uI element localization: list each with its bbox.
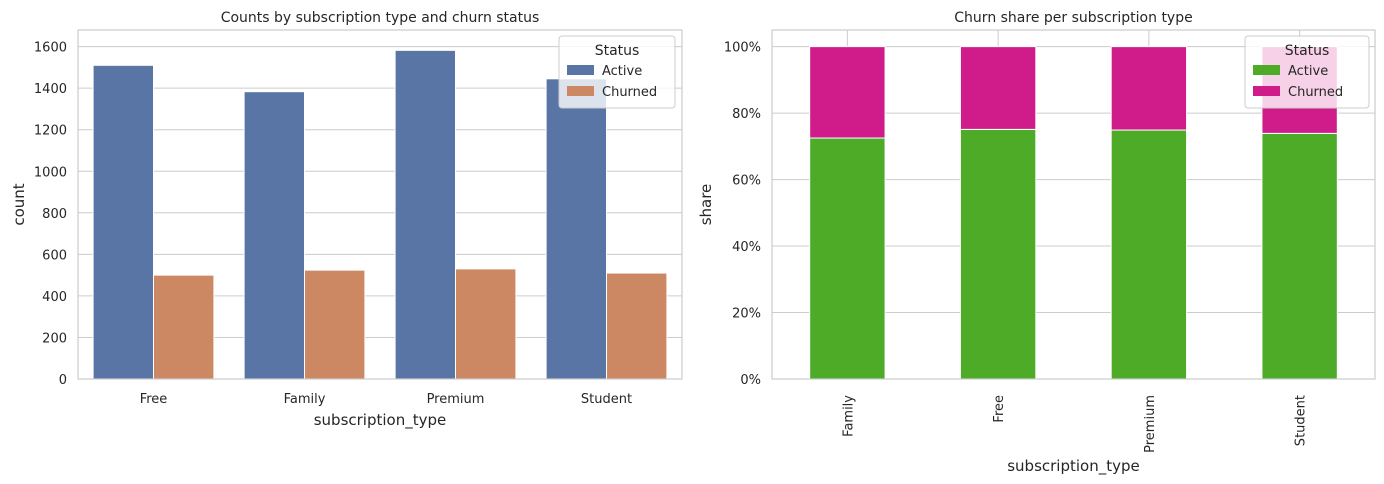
- bar-premium-churned: [1110, 46, 1188, 131]
- y-tick-labels: 0 200 400 600 800 1000 1200 1400 1600: [34, 41, 67, 388]
- bar-student-active: [545, 78, 607, 380]
- bar-student-active: [1261, 132, 1338, 380]
- bar-family-churned: [809, 46, 886, 139]
- bar-free-churned: [153, 274, 215, 380]
- y-tick-label: 600: [42, 248, 67, 263]
- y-tick-label: 20%: [732, 307, 761, 322]
- x-tick-label: Free: [140, 392, 168, 407]
- x-tick-label: Free: [992, 395, 1007, 423]
- y-tick-label: 100%: [724, 41, 761, 56]
- y-axis-label: count: [10, 183, 28, 225]
- bar-premium-churned: [455, 268, 517, 380]
- chart-title: Counts by subscription type and churn st…: [221, 10, 540, 26]
- bar-premium-active: [394, 49, 457, 380]
- legend-swatch-active: [567, 65, 594, 75]
- y-tick-label: 1200: [34, 124, 67, 139]
- legend-label-churned: Churned: [1288, 85, 1343, 100]
- x-tick-label: Premium: [1143, 395, 1158, 453]
- legend-swatch-active: [1253, 65, 1280, 75]
- bar-free-churned: [959, 46, 1037, 130]
- x-tick-label: Family: [841, 395, 856, 437]
- x-tick-label: Student: [1294, 395, 1309, 446]
- legend-label-active: Active: [602, 64, 642, 79]
- legend-swatch-churned: [567, 86, 594, 96]
- x-tick-label: Family: [284, 392, 326, 407]
- y-axis-label: share: [697, 184, 715, 226]
- chart-churn-share: 0% 20% 40% 60% 80% 100% Family Free Premium Stud…: [697, 10, 1376, 476]
- chart-counts-by-subscription: 0 200 400 600 800 1000 1200 1400 1600 Free Family…: [10, 10, 683, 430]
- axes-frame: [77, 29, 683, 380]
- x-axis-label: subscription_type: [1007, 457, 1140, 476]
- y-tick-label: 800: [42, 207, 67, 222]
- bars: [92, 49, 668, 380]
- x-tick-labels: Free Family Premium Student: [140, 392, 632, 407]
- bar-family-active: [809, 137, 886, 380]
- y-tick-label: 1600: [34, 41, 67, 56]
- y-tick-labels: 0% 20% 40% 60% 80% 100%: [724, 41, 761, 388]
- y-tick-label: 60%: [732, 174, 761, 189]
- x-tick-label: Student: [581, 392, 632, 407]
- y-tick-label: 1400: [34, 82, 67, 97]
- y-tick-label: 40%: [732, 240, 761, 255]
- legend-label-active: Active: [1288, 64, 1328, 79]
- bar-family-churned: [304, 269, 366, 380]
- legend-title: Status: [595, 43, 640, 59]
- bar-free-active: [92, 64, 154, 380]
- y-tick-label: 200: [42, 331, 67, 346]
- x-axis-label: subscription_type: [314, 411, 447, 430]
- y-tick-label: 400: [42, 290, 67, 305]
- bar-student-churned: [606, 272, 668, 380]
- bar-family-active: [243, 91, 306, 380]
- axes-frame: [771, 29, 1376, 380]
- chart-title: Churn share per subscription type: [954, 10, 1192, 26]
- y-tick-label: 80%: [732, 107, 761, 122]
- bar-free-active: [959, 128, 1037, 380]
- legend: Status Active Churned: [558, 35, 676, 109]
- legend: Status Active Churned: [1244, 35, 1370, 109]
- legend-title: Status: [1285, 43, 1330, 59]
- x-tick-labels: Family Free Premium Student: [841, 395, 1308, 453]
- y-tick-label: 0%: [740, 373, 761, 388]
- x-tick-label: Premium: [427, 392, 485, 407]
- bar-premium-active: [1110, 129, 1188, 380]
- y-tick-label: 1000: [34, 165, 67, 180]
- legend-label-churned: Churned: [602, 85, 657, 100]
- y-tick-label: 0: [59, 373, 67, 388]
- legend-swatch-churned: [1253, 86, 1280, 96]
